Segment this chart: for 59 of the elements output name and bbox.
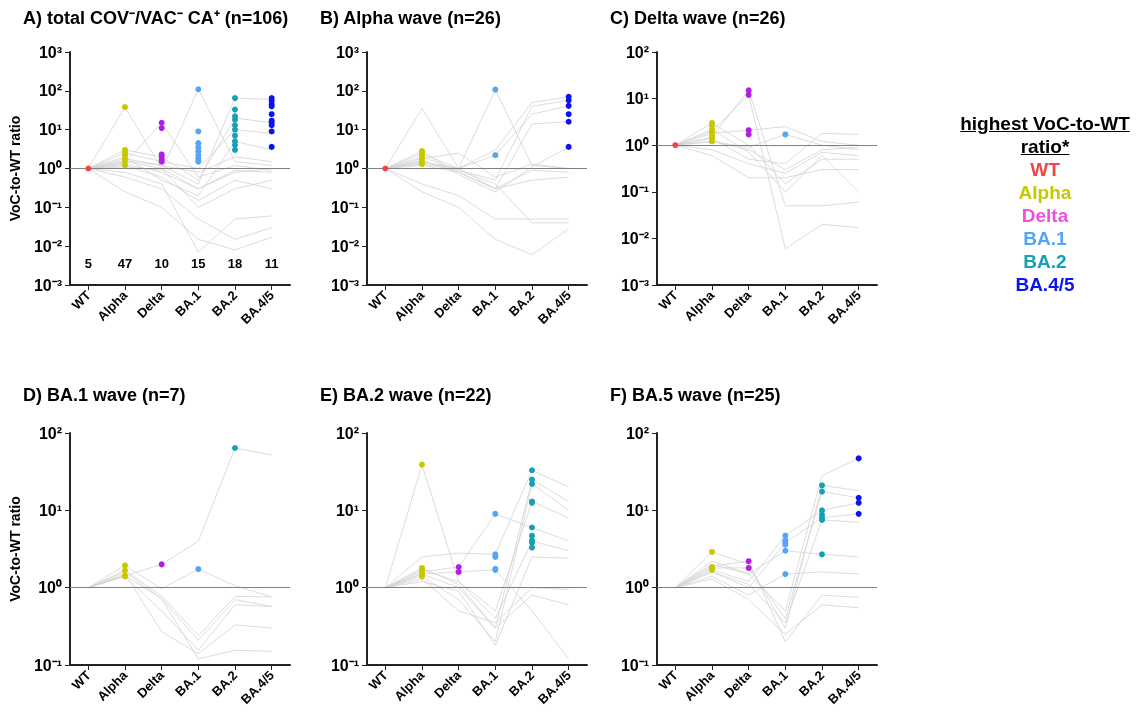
y-tick-label: 10⁻¹ <box>33 656 62 674</box>
annotation: 18 <box>227 255 243 271</box>
y-tick-label: 10⁻¹ <box>33 198 62 216</box>
y-tick-label: 10⁰ <box>38 579 62 597</box>
chart-title: C) Delta wave (n=26) <box>610 8 786 28</box>
x-tick-label: WT <box>655 667 681 693</box>
y-axis-title: VoC-to-WT ratio <box>7 115 23 222</box>
chart-title: F) BA.5 wave (n=25) <box>610 385 781 405</box>
y-tick-label: 10¹ <box>625 501 649 519</box>
y-tick-label: 10² <box>625 43 649 61</box>
y-tick-label: 10⁻² <box>620 229 649 247</box>
y-tick-label: 10² <box>335 82 359 100</box>
y-tick-label: 10² <box>38 82 62 100</box>
category-label: Delta <box>1020 204 1070 227</box>
y-tick-label: 10⁻² <box>330 237 359 255</box>
y-tick-label: 10¹ <box>38 121 62 139</box>
y-tick-label: 10⁰ <box>625 579 649 597</box>
y-tick-label: 10⁰ <box>625 136 649 154</box>
y-tick-label: 10³ <box>38 43 62 61</box>
y-tick-label: 10² <box>625 424 649 442</box>
chart-title: A) total COV⁻/VAC⁻ CA⁺ (n=106) <box>23 8 289 28</box>
annotation: 15 <box>191 255 206 271</box>
chart-title: B) Alpha wave (n=26) <box>320 8 501 28</box>
category-label: Alpha <box>1017 181 1073 204</box>
y-tick-label: 10⁻¹ <box>330 656 359 674</box>
x-tick-label: WT <box>365 667 391 693</box>
y-tick-label: 10⁻¹ <box>620 656 649 674</box>
category-label: BA.4/5 <box>1014 273 1076 296</box>
y-tick-label: 10¹ <box>335 501 359 519</box>
y-tick-label: 10⁻³ <box>330 276 359 294</box>
y-tick-label: 10⁻³ <box>620 276 649 294</box>
annotation: 10 <box>154 255 169 271</box>
y-tick-label: 10³ <box>335 43 359 61</box>
y-tick-label: 10⁻³ <box>33 276 62 294</box>
y-tick-label: 10⁰ <box>38 160 62 177</box>
x-tick-label: WT <box>365 287 391 313</box>
category-label: WT <box>1029 158 1061 181</box>
x-tick-label: WT <box>68 667 94 693</box>
y-axis-title: VoC-to-WT ratio <box>7 496 23 602</box>
y-tick-label: 10⁻¹ <box>330 198 359 216</box>
y-tick-label: 10¹ <box>38 501 62 519</box>
annotation: 5 <box>84 255 92 271</box>
chart-title: E) BA.2 wave (n=22) <box>320 385 492 405</box>
legend-title: highest VoC-to-WT ratio* <box>959 112 1131 158</box>
y-tick-label: 10⁰ <box>335 160 359 177</box>
y-tick-label: 10⁻¹ <box>620 183 649 201</box>
x-tick-label: WT <box>68 287 94 313</box>
x-tick-label: WT <box>655 287 681 313</box>
y-tick-label: 10² <box>335 424 359 442</box>
y-tick-label: 10⁰ <box>335 579 359 597</box>
y-tick-label: 10¹ <box>335 121 359 139</box>
y-tick-label: 10² <box>38 424 62 442</box>
y-tick-label: 10⁻² <box>33 237 62 255</box>
annotation: 11 <box>264 255 279 271</box>
category-label: BA.1 <box>1022 227 1068 250</box>
chart-title: D) BA.1 wave (n=7) <box>23 385 186 405</box>
y-tick-label: 10¹ <box>625 90 649 108</box>
category-label: BA.2 <box>1022 250 1068 273</box>
annotation: 47 <box>117 255 133 271</box>
